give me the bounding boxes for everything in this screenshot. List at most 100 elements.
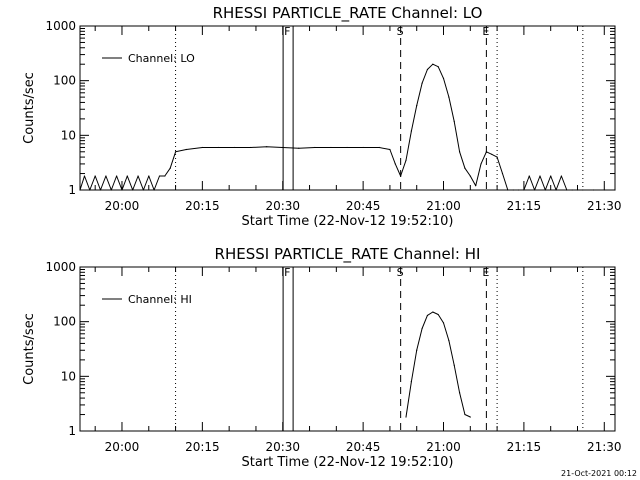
data-point: [99, 189, 102, 191]
data-point: [432, 311, 434, 313]
data-point: [555, 189, 557, 191]
data-point: [249, 146, 252, 149]
data-point: [464, 167, 466, 169]
data-point: [174, 151, 177, 153]
data-point: [121, 189, 123, 191]
data-point: [507, 189, 509, 191]
data-point: [592, 189, 595, 191]
x-axis-label: Start Time (22-Nov-12 19:52:10): [242, 455, 454, 470]
data-point: [453, 120, 455, 122]
y-axis-label: Counts/sec: [22, 313, 37, 385]
marker-label-f: F: [284, 266, 290, 279]
y-tick-label: 100: [53, 315, 76, 329]
data-point: [266, 146, 268, 148]
data-point: [523, 189, 525, 191]
data-point: [298, 147, 300, 149]
x-tick-label: 21:30: [587, 440, 622, 454]
data-point: [458, 392, 461, 394]
x-tick-label: 20:45: [346, 199, 381, 213]
data-point: [458, 151, 461, 153]
data-point: [442, 322, 445, 324]
x-tick-label: 20:00: [105, 199, 140, 213]
data-point: [512, 189, 514, 191]
y-tick-label: 1000: [45, 260, 76, 274]
data-point: [282, 146, 284, 149]
data-point: [137, 175, 139, 177]
series-line: [79, 63, 615, 191]
data-point: [148, 175, 150, 177]
data-point: [566, 189, 568, 191]
data-point: [517, 189, 520, 191]
data-point: [560, 175, 563, 177]
data-point: [158, 175, 161, 177]
data-point: [89, 189, 91, 191]
data-point: [442, 77, 445, 80]
x-tick-label: 20:30: [265, 199, 300, 213]
data-point: [410, 130, 412, 132]
data-point: [603, 189, 605, 191]
data-point: [614, 189, 616, 191]
data-point: [485, 151, 487, 153]
data-point: [464, 413, 466, 416]
data-point: [496, 156, 498, 158]
data-point: [105, 175, 107, 177]
series-line: [405, 311, 471, 418]
data-point: [394, 163, 396, 165]
data-point: [132, 189, 134, 191]
data-point: [116, 175, 118, 177]
data-point: [544, 189, 546, 191]
data-point: [233, 146, 236, 149]
data-point: [469, 416, 471, 418]
data-point: [571, 189, 573, 191]
data-point: [330, 146, 332, 149]
legend-entry: Channel: LO: [128, 52, 195, 65]
x-tick-label: 20:30: [265, 440, 300, 454]
y-tick-label: 1000: [45, 19, 76, 33]
data-point: [437, 313, 439, 316]
marker-label-e: E: [482, 266, 489, 279]
data-point: [362, 146, 364, 149]
data-point: [448, 340, 450, 342]
data-point: [185, 148, 187, 151]
data-point: [164, 175, 166, 177]
x-tick-label: 21:00: [426, 199, 461, 213]
data-point: [405, 416, 407, 418]
data-point: [453, 364, 455, 366]
data-point: [400, 175, 402, 177]
data-point: [469, 175, 471, 177]
data-point: [79, 189, 81, 191]
lo-channel-panel: RHESSI PARTICLE_RATE Channel: LO Counts/s…: [22, 4, 622, 229]
data-point: [480, 163, 482, 165]
data-point: [416, 104, 418, 107]
data-point: [432, 63, 434, 65]
marker-label-s: S: [397, 25, 404, 38]
data-point: [83, 175, 86, 177]
data-point: [378, 146, 380, 149]
y-axis-label: Counts/sec: [22, 72, 37, 144]
chart-title: RHESSI PARTICLE_RATE Channel: HI: [215, 245, 481, 264]
data-point: [416, 349, 418, 351]
data-point: [576, 189, 579, 191]
plot-frame: [79, 25, 616, 191]
plot-frame: [79, 266, 616, 432]
data-point: [421, 327, 423, 330]
marker-label-e: E: [482, 25, 489, 38]
legend-entry: Channel: HI: [128, 293, 192, 306]
data-point: [94, 175, 96, 177]
data-point: [142, 189, 145, 191]
y-tick-label: 1: [68, 183, 76, 197]
data-point: [528, 175, 530, 177]
data-point: [426, 68, 429, 71]
footer-timestamp: 21-Oct-2021 00:12: [561, 469, 637, 478]
data-point: [314, 146, 316, 149]
data-point: [126, 175, 128, 177]
data-point: [110, 189, 112, 191]
x-tick-label: 20:15: [185, 199, 220, 213]
y-tick-label: 100: [53, 74, 76, 88]
data-point: [426, 314, 429, 317]
chart-title: RHESSI PARTICLE_RATE Channel: LO: [213, 4, 483, 23]
data-point: [169, 167, 171, 169]
data-point: [501, 172, 504, 175]
x-tick-label: 21:15: [507, 440, 542, 454]
